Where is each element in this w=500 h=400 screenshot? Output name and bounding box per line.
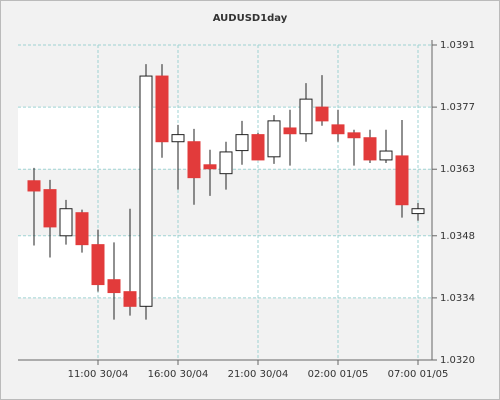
candle-body: [219, 151, 233, 175]
candle-body: [235, 134, 249, 152]
candle-body: [203, 164, 217, 170]
x-tick-label: 21:00 30/04: [228, 369, 289, 380]
candle-body: [107, 279, 121, 294]
y-tick-label: 1.0377: [440, 102, 475, 113]
candle-body: [283, 127, 297, 135]
x-tick-label: 07:00 01/05: [388, 369, 449, 380]
candle-body: [363, 137, 377, 161]
candle-body: [139, 75, 153, 307]
chart-title: AUDUSD1day: [213, 13, 288, 24]
candle-body: [75, 212, 89, 246]
candle-body: [59, 208, 73, 237]
y-tick-label: 1.0334: [440, 293, 475, 304]
candle-body: [315, 106, 329, 122]
plot-band: [18, 297, 432, 360]
candle-body: [171, 134, 185, 143]
plot-band: [18, 45, 432, 108]
candle-body: [379, 150, 393, 161]
candle-body: [91, 244, 105, 286]
candle-body: [27, 180, 41, 192]
candle-body: [347, 132, 361, 139]
x-tick-label: 02:00 01/05: [308, 369, 369, 380]
candle-body: [411, 208, 425, 215]
candle-body: [187, 141, 201, 179]
y-tick-label: 1.0320: [440, 355, 475, 366]
x-tick-label: 11:00 30/04: [68, 369, 129, 380]
y-tick-label: 1.0348: [440, 231, 475, 242]
candle-body: [299, 98, 313, 135]
candle-body: [251, 134, 265, 161]
candle-body: [267, 120, 281, 158]
candle-body: [123, 291, 137, 307]
candle-body: [331, 124, 345, 135]
x-tick-label: 16:00 30/04: [148, 369, 209, 380]
candle-body: [43, 189, 57, 228]
candle-body: [395, 155, 409, 206]
candle-body: [155, 75, 169, 143]
y-tick-label: 1.0363: [440, 164, 475, 175]
y-tick-label: 1.0391: [440, 40, 475, 51]
